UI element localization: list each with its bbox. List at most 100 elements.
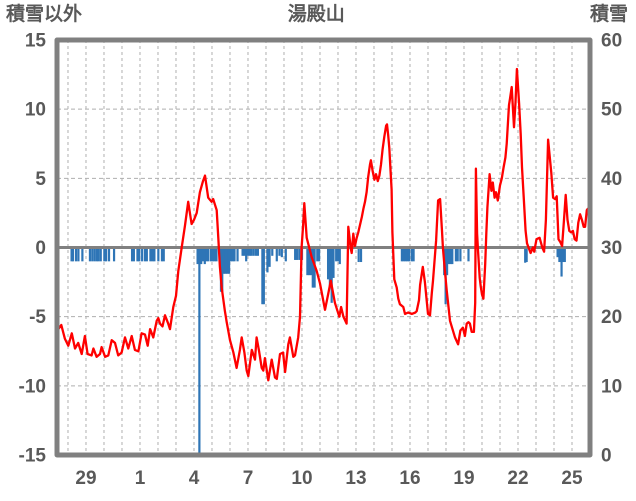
precip-bar <box>103 247 106 262</box>
precip-bar <box>153 247 156 262</box>
precip-bar <box>412 247 415 262</box>
x-axis-tick-label: 1 <box>135 468 146 489</box>
right-axis-title: 積雪 <box>589 4 628 25</box>
precip-bar <box>563 247 566 263</box>
precip-bar <box>138 247 141 262</box>
precip-bar <box>198 247 201 455</box>
precip-bar <box>298 247 301 260</box>
precip-bar <box>132 247 135 262</box>
precip-bar <box>359 247 363 263</box>
precip-bar <box>145 247 148 262</box>
precip-bar <box>243 247 246 256</box>
precip-bar <box>112 247 116 262</box>
left-axis-tick-label: 10 <box>25 100 46 121</box>
precip-bar <box>252 247 255 256</box>
x-axis-tick-label: 25 <box>561 468 583 489</box>
x-axis-tick-label: 19 <box>453 468 474 489</box>
precip-bar <box>149 247 152 262</box>
precip-bar <box>157 247 160 262</box>
precip-bar <box>295 247 299 260</box>
x-axis-tick-label: 29 <box>75 468 96 489</box>
precip-bar <box>558 247 561 263</box>
right-axis-tick-label: 50 <box>601 100 622 121</box>
precip-bar <box>71 247 75 262</box>
precip-bar <box>262 247 265 305</box>
precip-bar <box>402 247 405 262</box>
precip-bar <box>224 247 227 274</box>
precip-bar <box>209 247 213 262</box>
right-axis-tick-label: 30 <box>601 238 622 259</box>
precip-bar <box>246 247 250 256</box>
precip-bar <box>256 247 259 256</box>
right-axis-tick-label: 10 <box>601 376 622 397</box>
left-axis-tick-label: -5 <box>29 307 46 328</box>
precip-bar <box>294 247 297 260</box>
precip-bar <box>406 247 409 262</box>
precip-bar <box>250 247 253 256</box>
precip-bar <box>447 247 450 265</box>
precip-bar <box>160 247 164 262</box>
precip-bar <box>201 247 205 262</box>
precip-bar <box>196 247 199 265</box>
chart-title: 湯殿山 <box>287 4 345 25</box>
precip-bar <box>93 247 96 262</box>
precip-bar <box>213 247 216 262</box>
precip-bar <box>105 247 108 262</box>
precip-bar <box>271 247 274 256</box>
precip-bar <box>107 247 111 262</box>
precip-bar <box>280 247 283 258</box>
precip-bar <box>95 247 98 262</box>
precip-bar <box>410 247 413 262</box>
left-axis-tick-label: 5 <box>35 169 46 190</box>
precip-bar <box>524 247 527 263</box>
right-axis-tick-label: 0 <box>601 446 612 467</box>
precip-bar <box>97 247 100 262</box>
right-axis-tick-label: 40 <box>601 169 622 190</box>
right-axis-tick-label: 20 <box>601 307 622 328</box>
precip-bar <box>88 247 92 262</box>
precip-bar <box>229 247 232 262</box>
left-axis-tick-label: -10 <box>19 376 46 397</box>
precip-bar <box>233 247 236 262</box>
precip-bar <box>306 247 309 276</box>
precip-bar <box>338 247 341 265</box>
precip-bar <box>336 247 340 262</box>
x-axis-tick-label: 4 <box>189 468 200 489</box>
precip-bar <box>215 247 218 262</box>
precip-bar <box>136 247 139 262</box>
precip-bar <box>254 247 258 256</box>
precip-bar <box>141 247 144 262</box>
x-axis-tick-label: 10 <box>291 468 312 489</box>
plot-border <box>54 37 593 458</box>
temperature-line <box>55 67 592 382</box>
precip-bar <box>407 247 411 262</box>
precip-bar <box>275 247 278 262</box>
precip-bar <box>316 247 319 262</box>
right-axis-tick-label: 60 <box>601 31 622 52</box>
precip-bar <box>445 247 449 276</box>
precip-bar <box>459 247 462 262</box>
precip-bar <box>99 247 102 262</box>
precip-bar <box>332 247 335 278</box>
left-axis-tick-label: -15 <box>19 446 47 467</box>
precip-bar <box>151 247 154 262</box>
precip-bar <box>456 247 459 262</box>
precip-bar <box>268 247 271 267</box>
precip-bar <box>130 247 134 262</box>
precip-bar <box>311 247 314 288</box>
precip-bar <box>226 247 229 274</box>
precip-bar <box>330 247 333 303</box>
precip-bar <box>560 247 563 277</box>
left-axis-tick-label: 15 <box>25 31 47 52</box>
precip-bar <box>200 247 203 265</box>
precip-bar <box>77 247 80 262</box>
precip-bar <box>335 247 338 262</box>
precip-bar <box>74 247 78 262</box>
precip-bar <box>231 247 234 262</box>
precip-bar <box>205 247 208 262</box>
x-axis-tick-label: 16 <box>399 468 420 489</box>
precip-bar <box>357 247 360 263</box>
precip-bar <box>556 247 559 258</box>
